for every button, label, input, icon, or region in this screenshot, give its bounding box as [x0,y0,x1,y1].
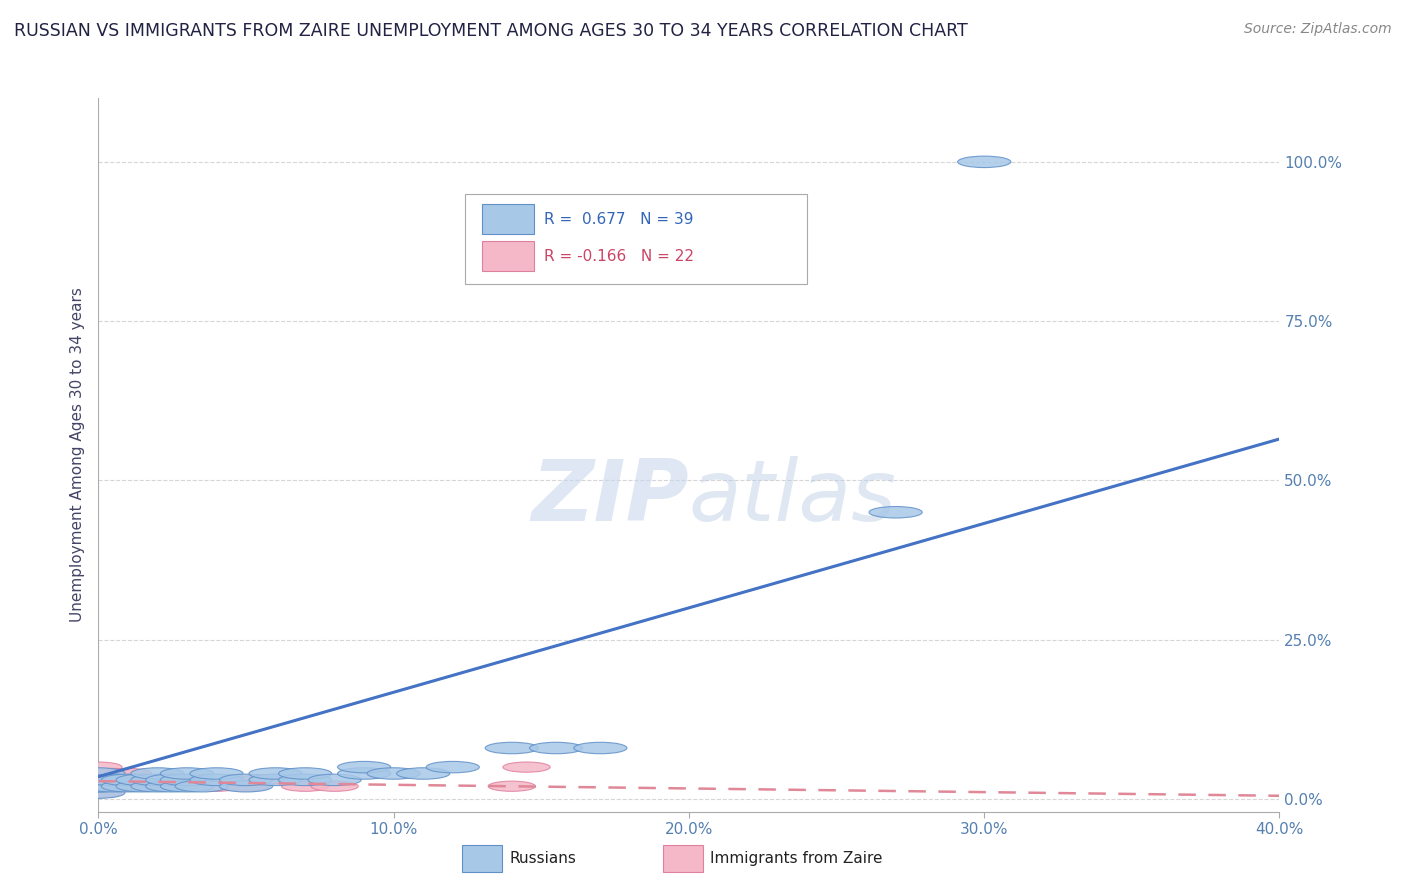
Circle shape [101,774,155,786]
Y-axis label: Unemployment Among Ages 30 to 34 years: Unemployment Among Ages 30 to 34 years [70,287,86,623]
Circle shape [367,768,420,780]
Circle shape [238,775,284,785]
FancyBboxPatch shape [482,241,534,271]
FancyBboxPatch shape [664,846,703,872]
Circle shape [485,742,538,754]
Circle shape [249,768,302,780]
Circle shape [131,768,184,780]
Circle shape [72,774,125,786]
Circle shape [530,742,582,754]
FancyBboxPatch shape [464,194,807,284]
Circle shape [87,774,139,786]
Text: ZIP: ZIP [531,456,689,540]
Circle shape [75,781,122,791]
Circle shape [90,781,136,791]
Circle shape [278,774,332,786]
Circle shape [75,762,122,772]
Circle shape [72,780,125,792]
Circle shape [149,781,195,791]
Circle shape [72,768,125,780]
Circle shape [308,774,361,786]
Circle shape [426,762,479,772]
Circle shape [90,768,136,779]
Circle shape [190,774,243,786]
Circle shape [337,768,391,780]
Text: R = -0.166   N = 22: R = -0.166 N = 22 [544,249,693,264]
FancyBboxPatch shape [482,203,534,234]
Circle shape [190,768,243,780]
Circle shape [160,774,214,786]
Circle shape [146,774,198,786]
Circle shape [957,156,1011,168]
Circle shape [104,781,152,791]
Circle shape [75,775,122,785]
Text: RUSSIAN VS IMMIGRANTS FROM ZAIRE UNEMPLOYMENT AMONG AGES 30 TO 34 YEARS CORRELAT: RUSSIAN VS IMMIGRANTS FROM ZAIRE UNEMPLO… [14,22,967,40]
Circle shape [120,775,166,785]
Circle shape [219,774,273,786]
Circle shape [278,768,332,780]
Circle shape [163,775,211,785]
Circle shape [222,781,270,791]
Text: Immigrants from Zaire: Immigrants from Zaire [710,851,883,866]
Circle shape [146,780,198,792]
Circle shape [219,780,273,792]
Circle shape [87,780,139,792]
Circle shape [396,768,450,780]
FancyBboxPatch shape [463,846,502,872]
Circle shape [869,507,922,518]
Circle shape [120,781,166,791]
Text: R =  0.677   N = 39: R = 0.677 N = 39 [544,212,693,227]
Circle shape [72,780,125,792]
Circle shape [117,774,169,786]
Circle shape [131,774,184,786]
Circle shape [160,768,214,780]
Circle shape [249,774,302,786]
Circle shape [75,788,122,797]
Circle shape [134,775,181,785]
Circle shape [311,781,359,791]
Text: Russians: Russians [509,851,576,866]
Circle shape [104,768,152,779]
Text: atlas: atlas [689,456,897,540]
Circle shape [75,768,122,779]
Circle shape [281,781,329,791]
Circle shape [503,762,550,772]
Circle shape [193,781,240,791]
Circle shape [131,780,184,792]
Circle shape [72,787,125,798]
Circle shape [176,780,228,792]
Circle shape [134,781,181,791]
Circle shape [337,762,391,772]
Circle shape [101,780,155,792]
Circle shape [488,781,536,791]
Circle shape [160,780,214,792]
Text: Source: ZipAtlas.com: Source: ZipAtlas.com [1244,22,1392,37]
Circle shape [117,780,169,792]
Circle shape [574,742,627,754]
